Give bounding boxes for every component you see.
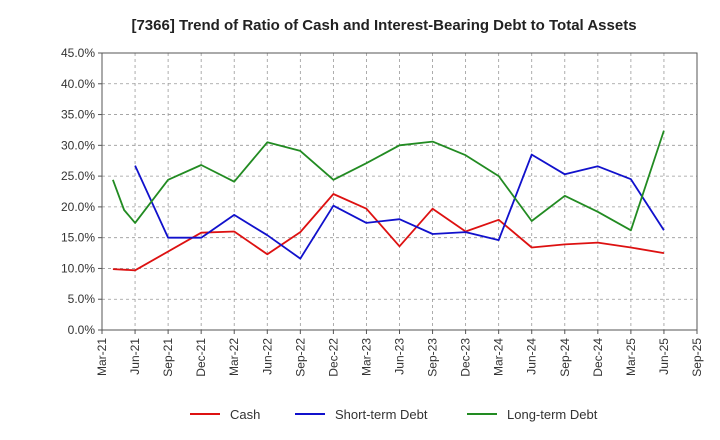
y-tick-label: 40.0% [61,77,95,91]
x-tick-label: Dec-21 [194,338,208,377]
x-tick-label: Dec-22 [326,338,340,377]
legend-label-long-term-debt: Long-term Debt [507,407,598,422]
x-tick-label: Dec-24 [591,338,605,377]
series-line-short-term-debt [134,153,665,260]
x-tick-label: Sep-25 [690,338,704,377]
x-tick-label: Sep-23 [426,338,440,377]
x-tick-label: Jun-22 [260,338,274,375]
y-axis: 0.0% 5.0% 10.0% 15.0% 20.0% 25.0% 30.0% 35.0% 40… [61,46,102,337]
y-tick-label: 15.0% [61,231,95,245]
y-tick-label: 25.0% [61,169,95,183]
y-tick-label: 20.0% [61,200,95,214]
series-layer [112,130,665,272]
legend-label-short-term-debt: Short-term Debt [335,407,428,422]
y-tick-label: 0.0% [68,323,96,337]
y-tick-label: 45.0% [61,46,95,60]
y-tick-label: 10.0% [61,261,95,275]
x-tick-label: Sep-22 [293,338,307,377]
grid-layer [102,53,697,330]
x-tick-label: Jun-23 [393,338,407,375]
x-tick-label: Mar-25 [624,338,638,376]
x-tick-label: Jun-24 [525,338,539,375]
x-tick-label: Sep-21 [161,338,175,377]
x-tick-label: Sep-24 [558,338,572,377]
x-tick-label: Mar-21 [95,338,109,376]
x-tick-label: Dec-23 [459,338,473,377]
x-tick-label: Mar-24 [492,338,506,376]
x-tick-label: Mar-23 [359,338,373,376]
y-tick-label: 30.0% [61,138,95,152]
y-tick-label: 35.0% [61,108,95,122]
x-axis: Mar-21 Jun-21 Sep-21 Dec-21 Mar-22 Jun-22 Sep-… [95,330,704,377]
chart-title: [7366] Trend of Ratio of Cash and Intere… [131,17,636,34]
legend: Cash Short-term Debt Long-term Debt [190,407,598,422]
legend-label-cash: Cash [230,407,260,422]
x-tick-label: Mar-22 [227,338,241,376]
series-line-long-term-debt [112,130,665,232]
y-tick-label: 5.0% [68,292,96,306]
x-tick-label: Jun-21 [128,338,142,375]
series-line-cash [112,193,665,272]
x-tick-label: Jun-25 [657,338,671,375]
